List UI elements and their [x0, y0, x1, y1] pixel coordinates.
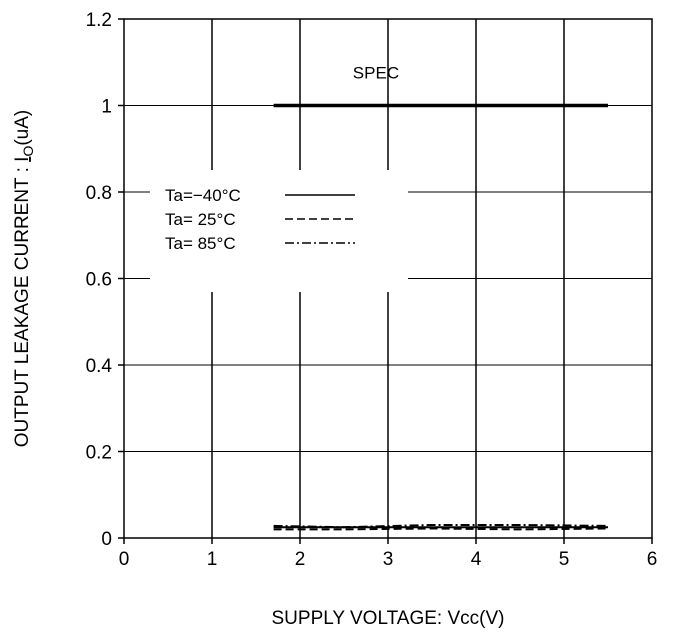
x-tick-label: 0: [119, 549, 130, 570]
y-axis-title-subscript: O: [20, 146, 36, 157]
y-axis-title-symbol: I: [12, 157, 33, 162]
x-tick-label: 2: [295, 549, 306, 570]
y-tick-label: 0.2: [86, 443, 112, 464]
y-tick-label: 0.6: [86, 270, 112, 291]
y-tick-label: 1: [101, 97, 112, 118]
y-tick-label: 0: [101, 529, 112, 550]
spec-annotation: SPEC: [353, 64, 399, 83]
x-tick-label: 4: [471, 549, 482, 570]
x-tick-label: 5: [559, 549, 570, 570]
y-axis-title: OUTPUT LEAKAGE CURRENT : IO(uA): [12, 110, 36, 448]
legend-background: [150, 170, 408, 292]
legend-label: Ta= 85°C: [165, 234, 236, 253]
series: [273, 103, 609, 531]
legend: Ta=−40°C Ta= 25°C Ta= 85°C: [165, 186, 355, 253]
y-tick-label: 1.2: [86, 10, 112, 31]
x-tick-label: 3: [383, 549, 394, 570]
y-axis-title-main: OUTPUT LEAKAGE CURRENT :: [12, 162, 33, 447]
legend-label: Ta= 25°C: [165, 210, 236, 229]
y-tick-label: 0.4: [86, 356, 113, 377]
y-axis-title-unit: (uA): [12, 110, 33, 146]
x-axis-title: SUPPLY VOLTAGE: Vcc(V): [272, 608, 505, 629]
legend-label: Ta=−40°C: [165, 186, 241, 205]
series-line: [273, 527, 609, 531]
series-line: [273, 524, 609, 529]
y-tick-label: 0.8: [86, 183, 112, 204]
x-tick-label: 1: [207, 549, 218, 570]
x-tick-label: 6: [647, 549, 658, 570]
ticks: 0 1 2 3 4 5 6 0 0.2 0.4 0.6 0.8 1 1.2: [86, 10, 658, 570]
plot-frame: [123, 18, 653, 539]
